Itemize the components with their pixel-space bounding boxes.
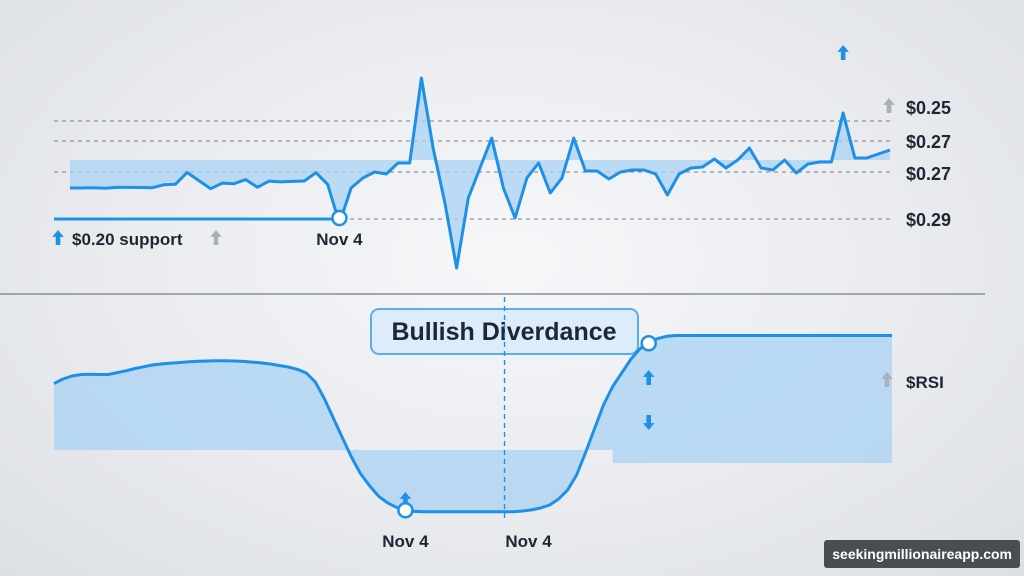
nov4-price-marker bbox=[331, 209, 348, 227]
support-label: $0.20 support bbox=[72, 230, 183, 249]
rsi-area-fill bbox=[54, 335, 892, 512]
nov4-rsi-marker bbox=[397, 502, 414, 519]
price-panel: $0.25 $0.27 $0.27 $0.29 $0.20 support Nov 4 bbox=[52, 45, 951, 270]
peak-up-arrow-icon bbox=[837, 45, 849, 60]
rsi-peak-down-arrow-icon bbox=[642, 415, 655, 430]
gray-up-arrow-icon bbox=[210, 230, 222, 245]
price-tick-label: $0.25 bbox=[906, 98, 951, 118]
nov4-rsi-label-1: Nov 4 bbox=[382, 532, 429, 551]
rsi-peak-marker bbox=[640, 335, 657, 352]
price-line bbox=[70, 76, 891, 270]
rsi-up-arrow-icon bbox=[399, 492, 412, 507]
price-tick-label: $0.27 bbox=[906, 164, 951, 184]
rsi-panel: Nov 4 Nov 4 $RSI bbox=[53, 297, 944, 551]
bullish-divergence-badge: Bullish Diverdance bbox=[370, 308, 639, 355]
support-up-arrow-icon bbox=[52, 230, 64, 245]
watermark: seekingmillionaireapp.com bbox=[824, 540, 1020, 568]
price-tick-label: $0.29 bbox=[906, 210, 951, 230]
nov4-price-label: Nov 4 bbox=[316, 230, 363, 249]
price-area-fill bbox=[70, 78, 890, 268]
price-tick-label: $0.27 bbox=[906, 132, 951, 152]
rsi-peak-up-arrow-icon bbox=[642, 370, 655, 385]
gray-up-arrow-icon bbox=[883, 98, 895, 113]
rsi-line bbox=[53, 334, 892, 514]
badge-title: Bullish Diverdance bbox=[391, 318, 616, 346]
rsi-gray-up-arrow-icon bbox=[881, 372, 893, 387]
rsi-label: $RSI bbox=[906, 373, 944, 392]
nov4-rsi-label-2: Nov 4 bbox=[505, 532, 552, 551]
